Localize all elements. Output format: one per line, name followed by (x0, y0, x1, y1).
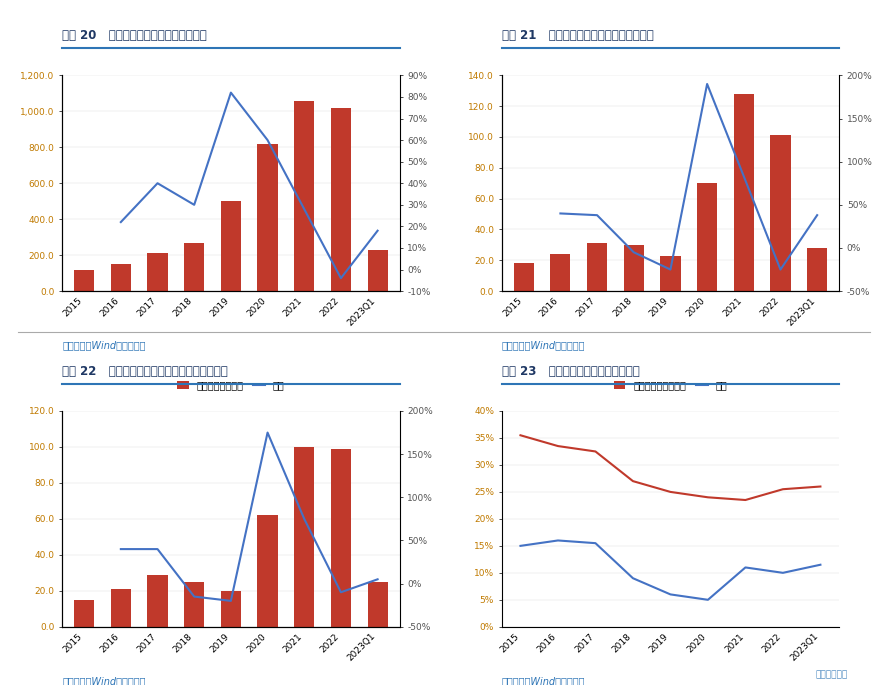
毛利率 (515, 431, 526, 439)
Bar (697, 184, 718, 291)
Bar (111, 589, 131, 627)
毛利率 (591, 447, 601, 456)
Legend: 归母净利润（亿元）, 同比: 归母净利润（亿元）, 同比 (610, 376, 731, 394)
Bar (258, 515, 278, 627)
Text: 图表 22   固废治理板块历年扣非归母净利润情况: 图表 22 固废治理板块历年扣非归母净利润情况 (62, 365, 228, 378)
Text: 图表 23   固废治理板块历年利润率情况: 图表 23 固废治理板块历年利润率情况 (502, 365, 639, 378)
Bar (221, 201, 241, 291)
Bar (368, 582, 388, 627)
Legend: 营业收入（亿元）, 同比: 营业收入（亿元）, 同比 (173, 376, 289, 394)
毛利率 (552, 442, 563, 450)
Bar (74, 270, 94, 291)
毛利率 (702, 493, 713, 501)
Bar (294, 101, 314, 291)
Text: 资料来源：Wind，华创证券: 资料来源：Wind，华创证券 (502, 340, 585, 351)
Bar (111, 264, 131, 291)
Line: 毛利率: 毛利率 (520, 435, 821, 500)
净利率 (515, 542, 526, 550)
Bar (331, 449, 351, 627)
Bar (771, 136, 790, 291)
净利率 (552, 536, 563, 545)
Line: 净利率: 净利率 (520, 540, 821, 600)
Bar (587, 243, 607, 291)
Bar (368, 250, 388, 291)
净利率 (628, 574, 638, 582)
Text: 华创环保公用: 华创环保公用 (816, 671, 848, 680)
Bar (331, 108, 351, 291)
Bar (74, 600, 94, 627)
毛利率 (665, 488, 676, 496)
Text: 资料来源：Wind，华创证券: 资料来源：Wind，华创证券 (62, 676, 146, 685)
毛利率 (778, 485, 789, 493)
Bar (184, 242, 204, 291)
毛利率 (628, 477, 638, 485)
Bar (513, 264, 534, 291)
Bar (147, 575, 168, 627)
Text: 资料来源：Wind，华创证券: 资料来源：Wind，华创证券 (62, 340, 146, 351)
Bar (221, 590, 241, 627)
毛利率 (815, 482, 826, 490)
Bar (294, 447, 314, 627)
净利率 (591, 539, 601, 547)
Bar (258, 144, 278, 291)
Bar (551, 254, 570, 291)
毛利率 (740, 496, 750, 504)
净利率 (702, 596, 713, 604)
净利率 (665, 590, 676, 599)
Bar (733, 94, 754, 291)
净利率 (740, 563, 750, 571)
Bar (184, 582, 204, 627)
Text: 图表 20   固废治理板块历年营业收入情况: 图表 20 固废治理板块历年营业收入情况 (62, 29, 207, 42)
Bar (623, 245, 644, 291)
净利率 (778, 569, 789, 577)
Bar (147, 253, 168, 291)
Bar (807, 248, 828, 291)
净利率 (815, 560, 826, 569)
Bar (661, 256, 680, 291)
Text: 资料来源：Wind，华创证券: 资料来源：Wind，华创证券 (502, 676, 585, 685)
Text: 图表 21   固废治理板块历年归母净利润情况: 图表 21 固废治理板块历年归母净利润情况 (502, 29, 654, 42)
